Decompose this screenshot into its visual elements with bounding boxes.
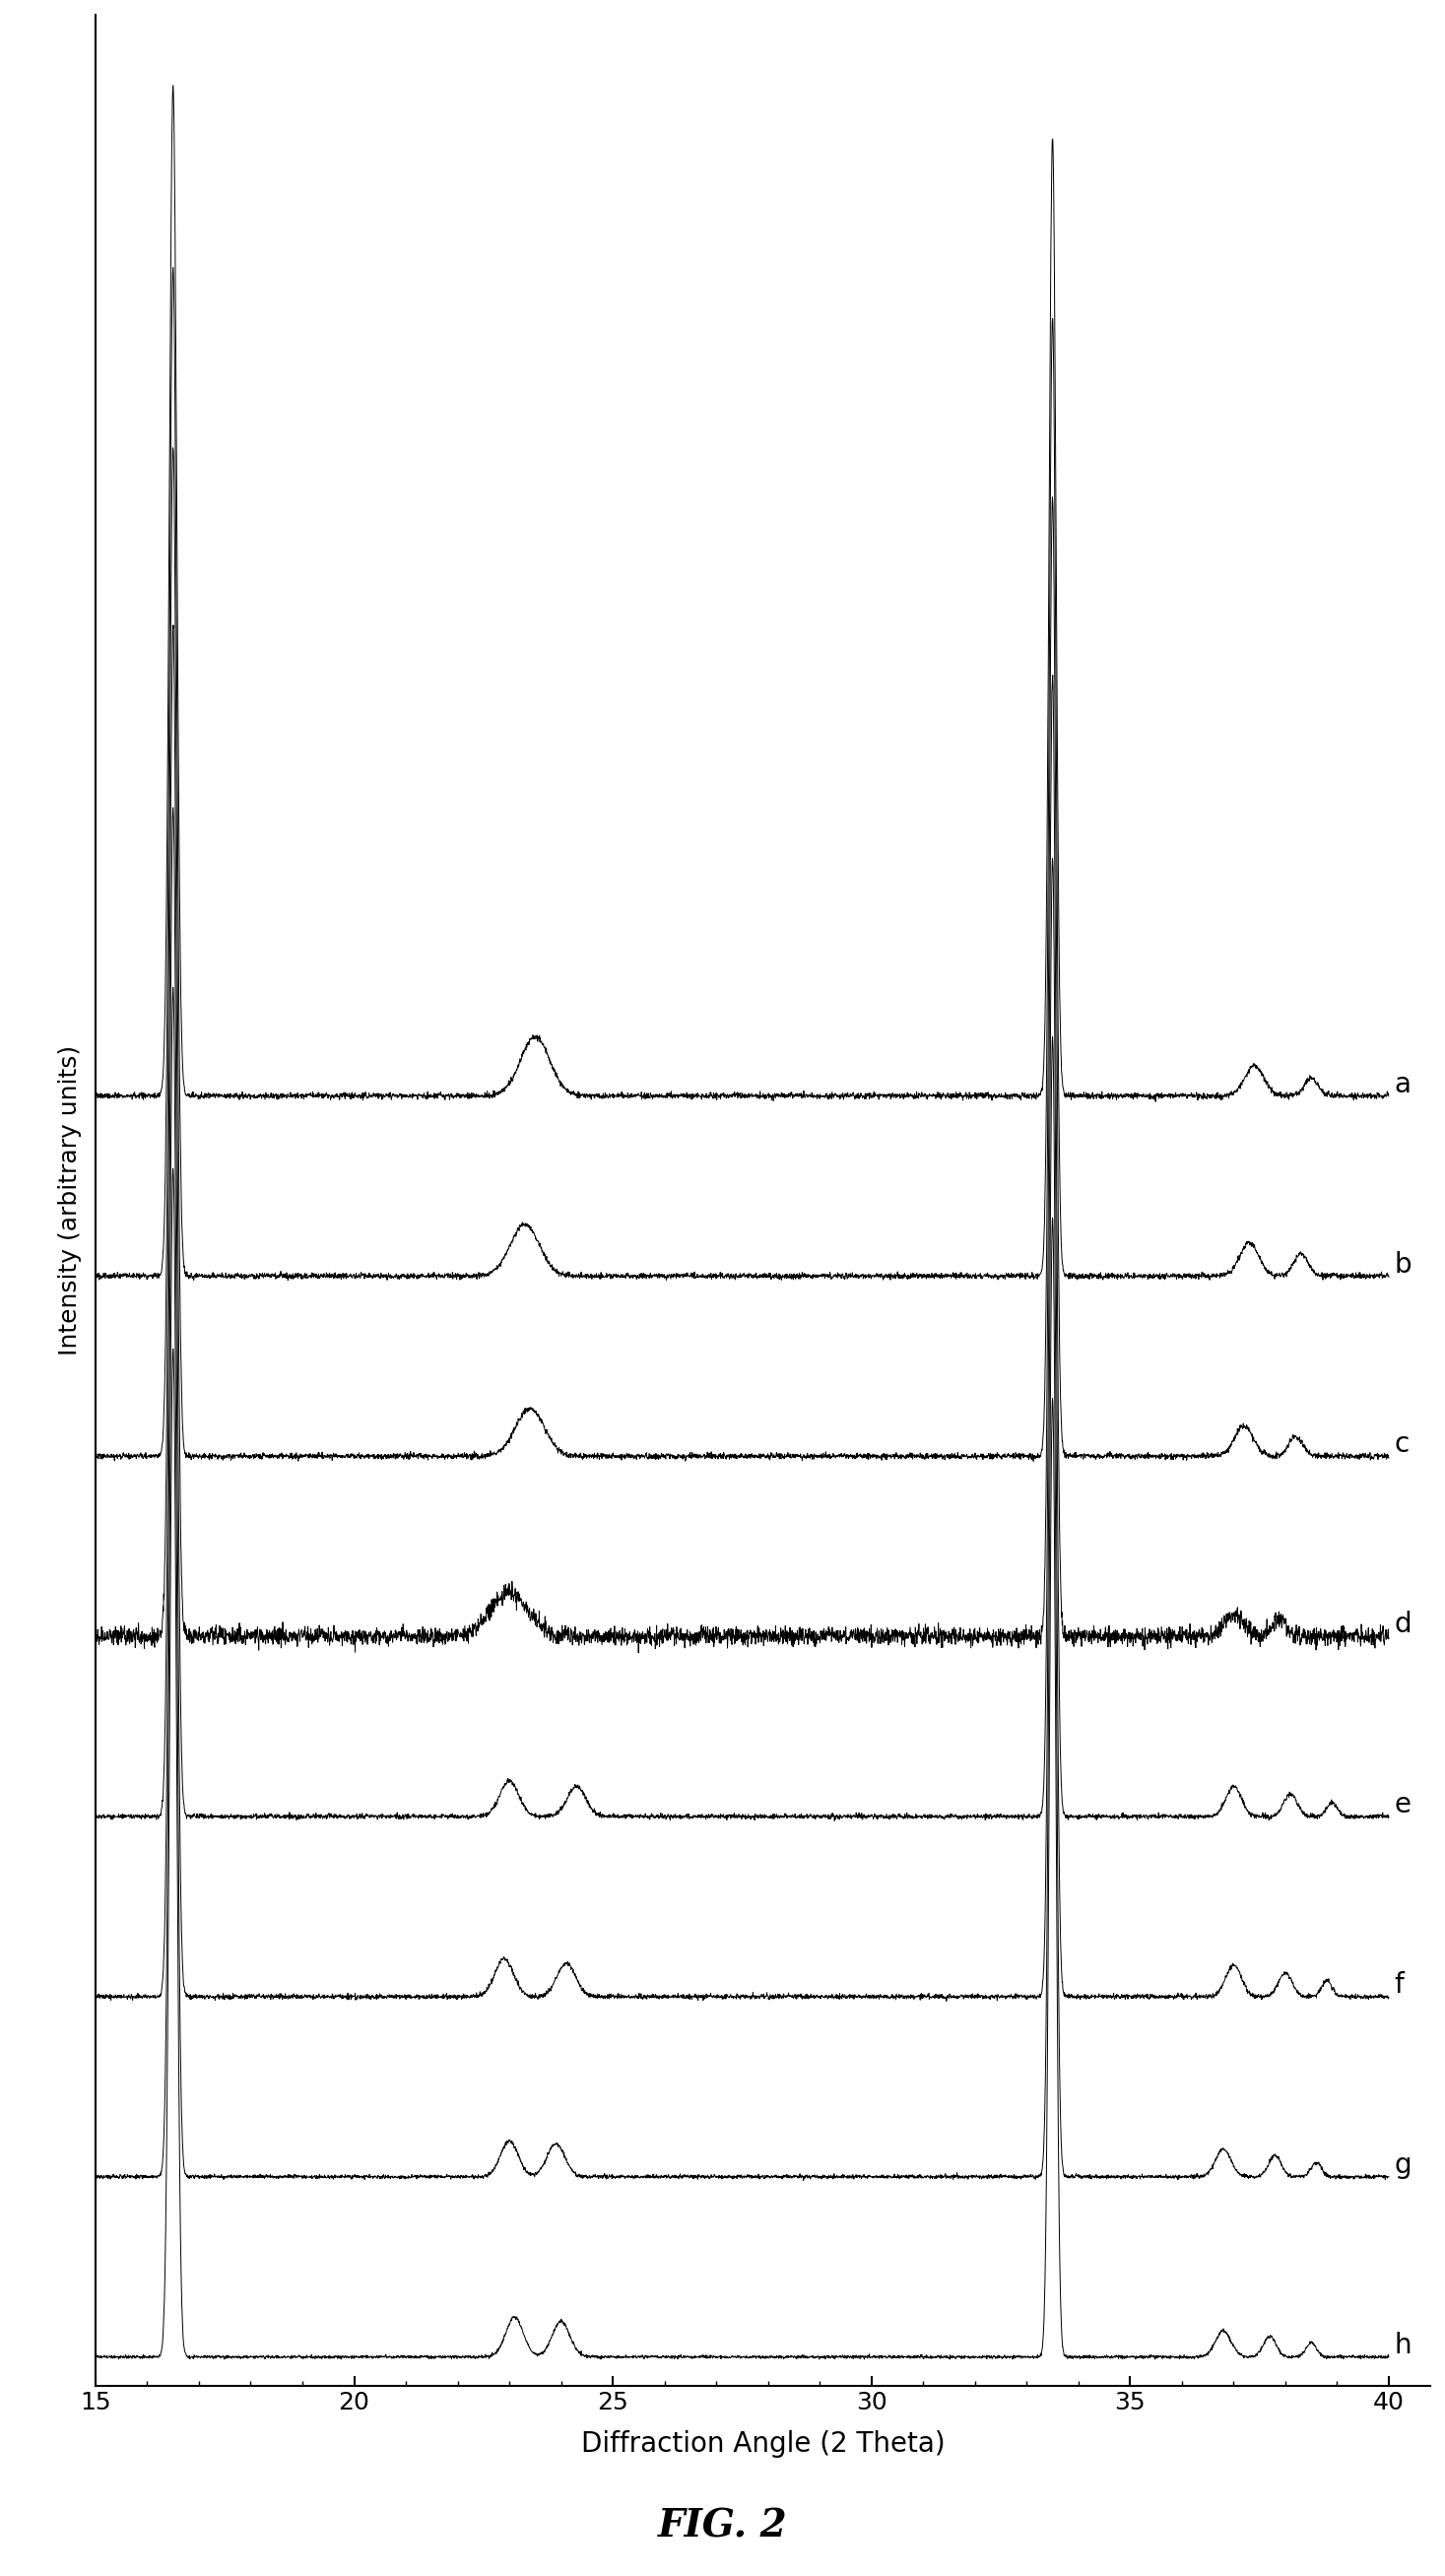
Text: c: c [1394, 1430, 1409, 1458]
Text: d: d [1394, 1610, 1412, 1638]
Text: b: b [1394, 1249, 1412, 1278]
Text: h: h [1394, 2331, 1412, 2360]
X-axis label: Diffraction Angle (2 Theta): Diffraction Angle (2 Theta) [581, 2432, 945, 2458]
Text: f: f [1394, 1971, 1403, 1999]
Text: g: g [1394, 2151, 1412, 2179]
Text: e: e [1394, 1790, 1410, 1819]
Text: FIG. 2: FIG. 2 [657, 2509, 788, 2545]
Text: a: a [1394, 1072, 1410, 1097]
Y-axis label: Intensity (arbitrary units): Intensity (arbitrary units) [58, 1046, 82, 1355]
